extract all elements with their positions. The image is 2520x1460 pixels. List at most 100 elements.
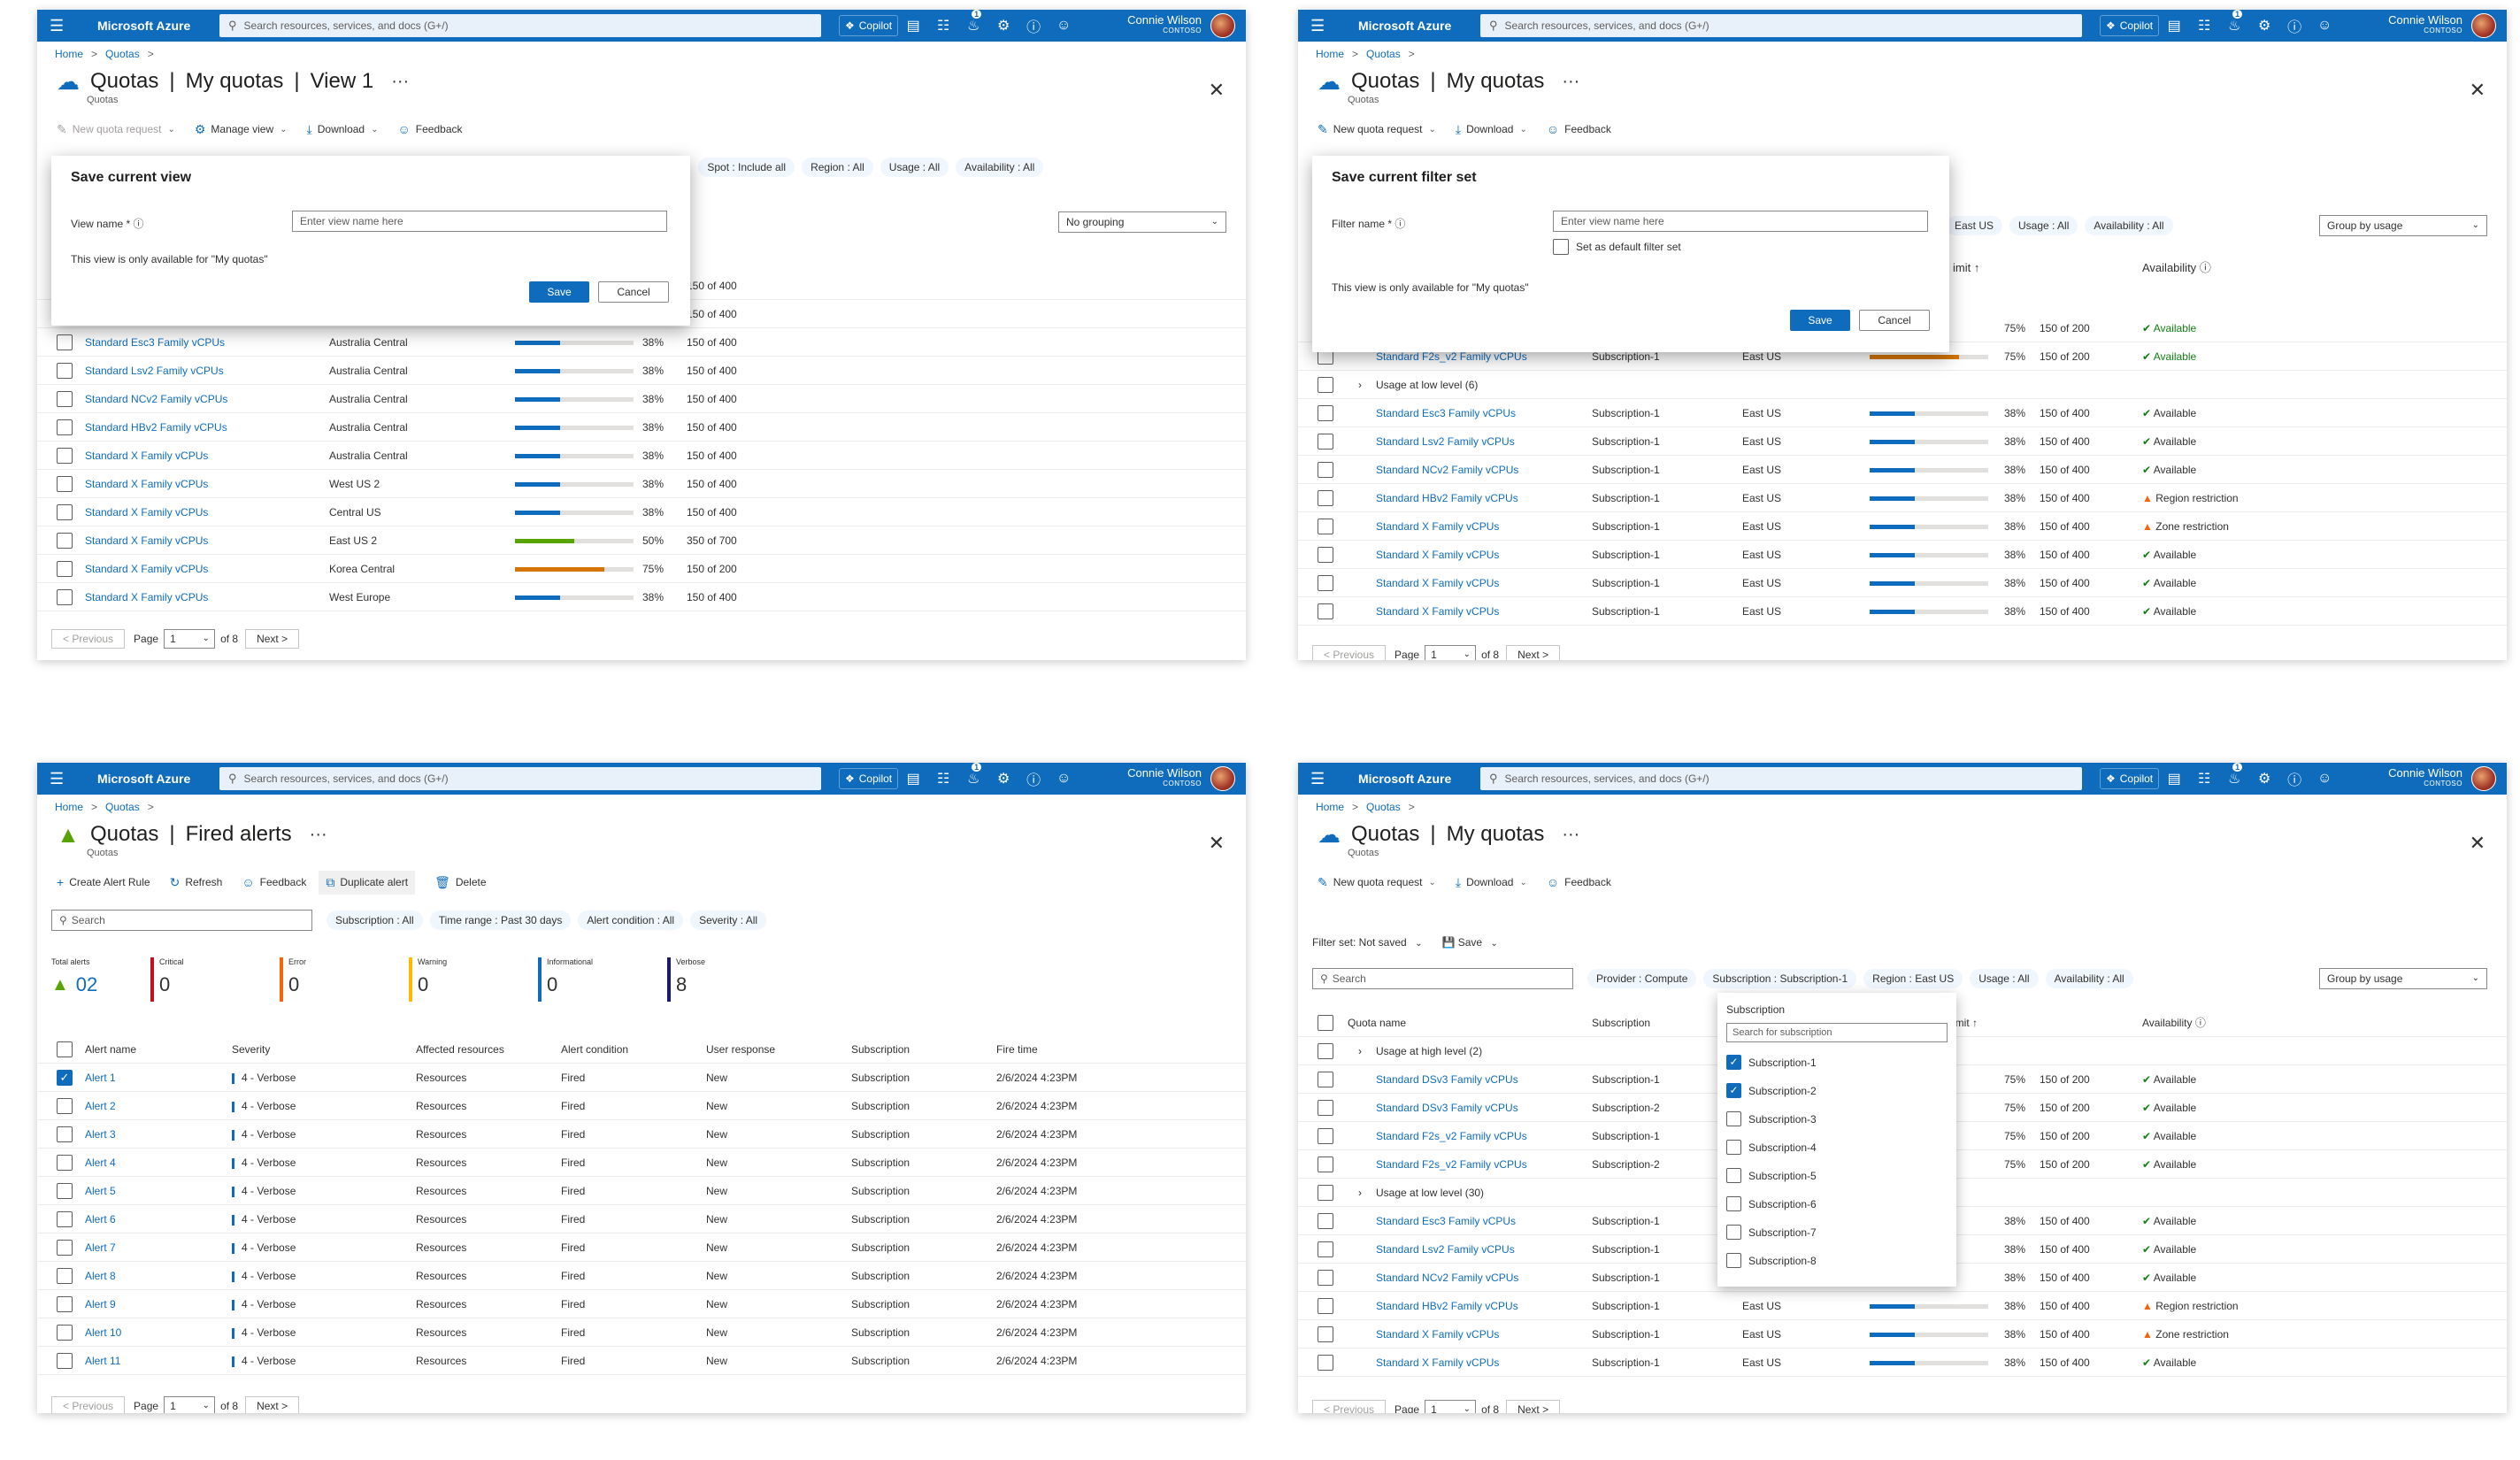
row-checkbox[interactable] bbox=[57, 476, 73, 492]
download-button[interactable]: ⤓ Download ⌄ bbox=[1455, 874, 1527, 889]
row-checkbox[interactable] bbox=[1318, 1043, 1333, 1059]
alert-name-link[interactable]: Alert 11 bbox=[85, 1355, 121, 1367]
quota-name-link[interactable]: Standard NCv2 Family vCPUs bbox=[85, 393, 228, 405]
checkbox[interactable] bbox=[1726, 1140, 1741, 1155]
grouping-select[interactable]: Group by usage ⌄ bbox=[2319, 968, 2487, 989]
grouping-select[interactable]: Group by usage ⌄ bbox=[2319, 215, 2487, 236]
column-header[interactable]: Alert name bbox=[85, 1043, 137, 1056]
quota-name-link[interactable]: Standard F2s_v2 Family vCPUs bbox=[1376, 1158, 1527, 1171]
row-checkbox[interactable] bbox=[1318, 1213, 1333, 1229]
filter-pill[interactable]: Subscription : All bbox=[327, 911, 423, 930]
row-checkbox[interactable] bbox=[1318, 434, 1333, 450]
checkbox[interactable] bbox=[1553, 239, 1569, 255]
help-icon[interactable]: ⓘ bbox=[2287, 20, 2302, 35]
brand-name[interactable]: Microsoft Azure bbox=[1358, 772, 1452, 786]
row-checkbox[interactable] bbox=[1318, 1072, 1333, 1087]
quota-name-link[interactable]: Standard NCv2 Family vCPUs bbox=[1376, 1272, 1519, 1284]
row-checkbox[interactable] bbox=[57, 1098, 73, 1114]
column-header[interactable]: Availability ⓘ bbox=[2142, 1017, 2206, 1029]
subscription-option[interactable]: Subscription-3 bbox=[1726, 1111, 1817, 1126]
quota-name-link[interactable]: Standard X Family vCPUs bbox=[1376, 549, 1500, 561]
hamburger-menu-icon[interactable]: ☰ bbox=[50, 16, 65, 35]
directory-filter-icon[interactable]: ☷ bbox=[936, 772, 950, 787]
more-options-icon[interactable]: ··· bbox=[391, 71, 410, 91]
subscription-option[interactable]: Subscription-7 bbox=[1726, 1225, 1817, 1240]
column-header[interactable]: imit ↑ bbox=[1953, 1017, 1978, 1029]
previous-page-button[interactable]: < Previous bbox=[1312, 1400, 1387, 1413]
cloud-shell-icon[interactable]: ▤ bbox=[2167, 19, 2181, 34]
row-checkbox[interactable] bbox=[57, 589, 73, 605]
quota-name-link[interactable]: Standard X Family vCPUs bbox=[85, 450, 209, 462]
filter-pill[interactable]: Usage : All bbox=[1970, 969, 2039, 988]
notifications-bell-icon[interactable]: ♨ 1 bbox=[966, 10, 982, 34]
copilot-button[interactable]: ❖ Copilot bbox=[839, 768, 899, 789]
severity-summary-verbose[interactable]: Verbose 8 bbox=[667, 957, 705, 1009]
expand-chevron-icon[interactable]: › bbox=[1358, 1045, 1362, 1057]
filter-pill[interactable]: Availability : All bbox=[2045, 969, 2133, 988]
quota-name-link[interactable]: Standard X Family vCPUs bbox=[1376, 1356, 1500, 1369]
row-checkbox[interactable] bbox=[1318, 1241, 1333, 1257]
row-checkbox[interactable] bbox=[1318, 490, 1333, 506]
quota-name-link[interactable]: Standard F2s_v2 Family vCPUs bbox=[1376, 1130, 1527, 1142]
quota-name-link[interactable]: Standard X Family vCPUs bbox=[85, 563, 209, 575]
row-checkbox[interactable] bbox=[57, 1296, 73, 1312]
filter-pill[interactable]: Availability : All bbox=[956, 158, 1044, 177]
availability-column-header[interactable]: Availability ⓘ bbox=[2142, 261, 2211, 274]
quota-name-link[interactable]: Standard X Family vCPUs bbox=[1376, 1328, 1500, 1341]
column-header[interactable]: Subscription bbox=[851, 1043, 910, 1056]
column-header[interactable]: Severity bbox=[232, 1043, 271, 1056]
user-avatar[interactable] bbox=[2471, 13, 2496, 38]
checkbox[interactable]: ✓ bbox=[1726, 1083, 1741, 1098]
next-page-button[interactable]: Next > bbox=[1506, 1400, 1561, 1413]
user-avatar[interactable] bbox=[1210, 766, 1235, 791]
directory-filter-icon[interactable]: ☷ bbox=[2197, 19, 2211, 34]
brand-name[interactable]: Microsoft Azure bbox=[97, 19, 191, 33]
severity-summary-informational[interactable]: Informational 0 bbox=[538, 957, 593, 1009]
quota-name-link[interactable]: Standard Lsv2 Family vCPUs bbox=[1376, 435, 1515, 448]
checkbox[interactable] bbox=[1726, 1168, 1741, 1183]
quota-name-link[interactable]: Standard X Family vCPUs bbox=[85, 591, 209, 603]
subscription-option[interactable]: Subscription-5 bbox=[1726, 1168, 1817, 1183]
subscription-search-input[interactable]: Search for subscription bbox=[1726, 1023, 1948, 1042]
hamburger-menu-icon[interactable]: ☰ bbox=[1310, 16, 1325, 35]
quota-name-link[interactable]: Standard Esc3 Family vCPUs bbox=[1376, 1215, 1517, 1227]
copilot-button[interactable]: ❖ Copilot bbox=[2100, 15, 2160, 36]
breadcrumb-home[interactable]: Home bbox=[1316, 48, 1345, 60]
filter-name-input[interactable]: Enter view name here bbox=[1553, 211, 1928, 232]
select-all-checkbox[interactable] bbox=[1318, 1015, 1333, 1031]
create-alert-rule-button[interactable]: + Create Alert Rule bbox=[57, 875, 150, 889]
breadcrumb-quotas[interactable]: Quotas bbox=[105, 801, 140, 813]
help-icon[interactable]: ⓘ bbox=[1026, 20, 1041, 35]
notifications-bell-icon[interactable]: ♨ 1 bbox=[2227, 10, 2243, 34]
row-checkbox[interactable] bbox=[57, 504, 73, 520]
filter-pill[interactable]: Time range : Past 30 days bbox=[429, 911, 572, 930]
checkbox[interactable]: ✓ bbox=[1726, 1055, 1741, 1070]
alert-name-link[interactable]: Alert 9 bbox=[85, 1298, 116, 1310]
feedback-button[interactable]: ☺ Feedback bbox=[397, 122, 463, 136]
search-input[interactable]: ⚲ Search bbox=[1312, 968, 1573, 989]
row-checkbox[interactable] bbox=[1318, 547, 1333, 563]
feedback-button[interactable]: ☺ Feedback bbox=[1546, 122, 1611, 136]
save-button[interactable]: Save bbox=[1790, 310, 1850, 331]
subscription-option[interactable]: ✓ Subscription-2 bbox=[1726, 1083, 1817, 1098]
help-icon[interactable]: ⓘ bbox=[2287, 773, 2302, 788]
refresh-button[interactable]: ↻ Refresh bbox=[169, 874, 223, 889]
column-header[interactable]: Subscription bbox=[1592, 1017, 1651, 1029]
filter-pill[interactable]: East US bbox=[1946, 216, 2003, 235]
row-checkbox[interactable] bbox=[57, 448, 73, 464]
global-search-input[interactable]: ⚲ Search resources, services, and docs (G… bbox=[1480, 14, 2082, 37]
save-filter-set-button[interactable]: 💾 Save ⌄ bbox=[1441, 936, 1498, 949]
alert-name-link[interactable]: Alert 3 bbox=[85, 1128, 116, 1141]
breadcrumb-quotas[interactable]: Quotas bbox=[1366, 48, 1401, 60]
quota-name-link[interactable]: Standard HBv2 Family vCPUs bbox=[85, 421, 227, 434]
settings-gear-icon[interactable]: ⚙ bbox=[2257, 19, 2271, 34]
directory-filter-icon[interactable]: ☷ bbox=[2197, 772, 2211, 787]
download-button[interactable]: ⤓ Download ⌄ bbox=[306, 121, 379, 136]
checkbox[interactable] bbox=[1726, 1196, 1741, 1211]
global-search-input[interactable]: ⚲ Search resources, services, and docs (G… bbox=[219, 14, 821, 37]
feedback-icon[interactable]: ☺ bbox=[1056, 18, 1072, 33]
row-checkbox[interactable] bbox=[57, 391, 73, 407]
row-checkbox[interactable] bbox=[57, 334, 73, 350]
row-checkbox[interactable] bbox=[57, 1183, 73, 1199]
row-checkbox[interactable] bbox=[57, 1211, 73, 1227]
